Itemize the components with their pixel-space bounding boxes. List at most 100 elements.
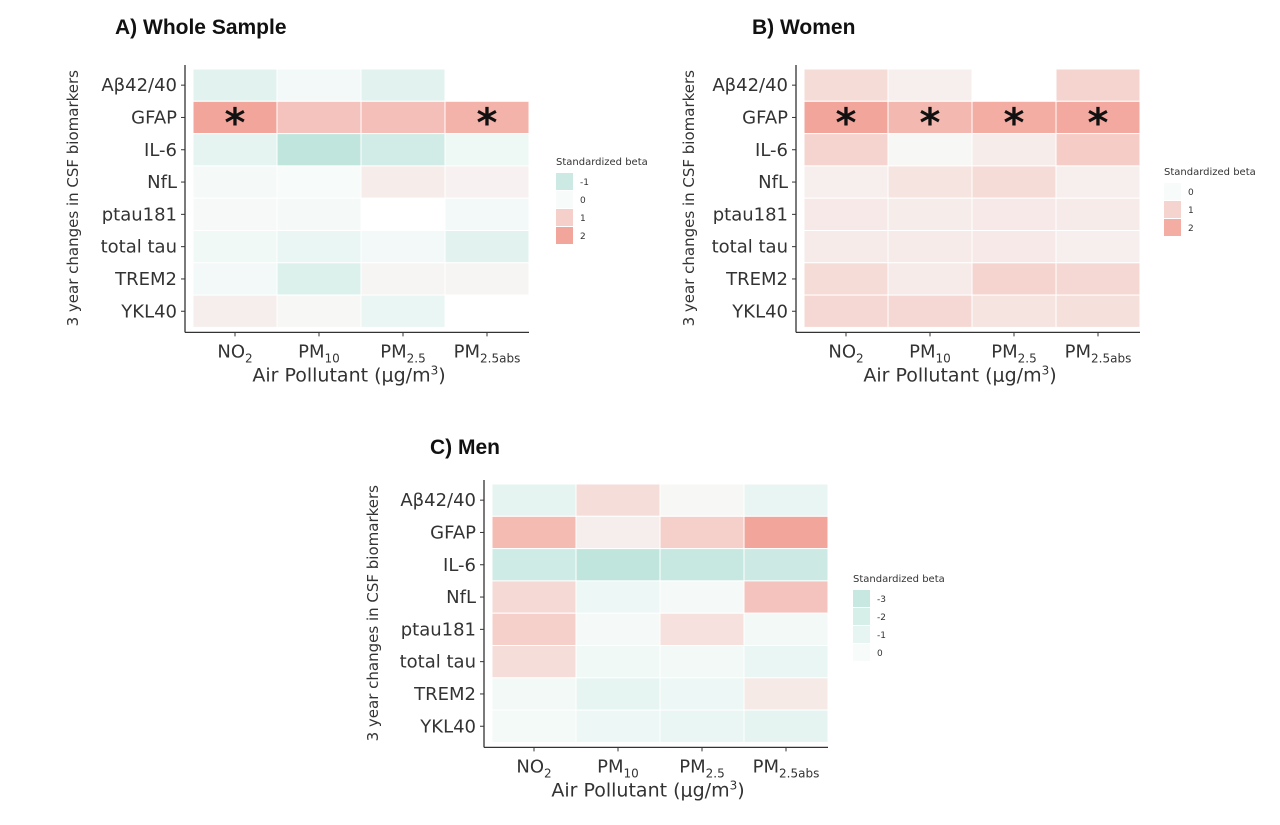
heatmap-cell — [1055, 100, 1141, 135]
significance-star: * — [836, 100, 857, 146]
legend-title: Standardized beta — [853, 574, 945, 585]
heatmap-cell — [803, 68, 889, 102]
heatmap-cell — [659, 645, 745, 679]
heatmap-cell — [887, 230, 973, 264]
x-tick-label: PM2.5 — [380, 341, 425, 365]
legend-swatch — [853, 644, 870, 661]
heatmap-cell — [575, 483, 661, 517]
heatmap-cell — [743, 515, 829, 550]
heatmap-cell — [575, 677, 661, 711]
x-tick-label: NO2 — [217, 341, 252, 365]
heatmap-cell — [444, 230, 530, 264]
y-axis-title: 3 year changes in CSF biomarkers — [680, 70, 698, 327]
panel-title: B) Women — [752, 16, 855, 39]
significance-star: * — [920, 100, 941, 146]
heatmap-cell — [491, 483, 577, 517]
y-tick-label: TREM2 — [413, 684, 476, 705]
panel-title: A) Whole Sample — [115, 16, 287, 39]
legend-label: -3 — [877, 595, 886, 605]
heatmap-cell — [360, 230, 446, 264]
heatmap-cell — [743, 645, 829, 679]
y-tick-label: total tau — [400, 652, 476, 673]
y-tick-label: TREM2 — [725, 269, 788, 290]
heatmap-cell — [360, 262, 446, 296]
heatmap-cell — [575, 645, 661, 679]
heatmap-cell — [575, 548, 661, 582]
heatmap-cell — [444, 294, 530, 328]
legend-swatch — [556, 209, 573, 226]
y-axis-title: 3 year changes in CSF biomarkers — [364, 485, 382, 742]
heatmap-cell — [575, 709, 661, 743]
legend-title: Standardized beta — [556, 157, 648, 168]
heatmap-cell — [444, 262, 530, 296]
significance-star: * — [1088, 100, 1109, 146]
x-tick-label: PM10 — [298, 341, 340, 365]
heatmap-cell — [971, 133, 1057, 167]
legend-label: 1 — [580, 214, 586, 224]
significance-star: * — [477, 100, 498, 146]
y-tick-label: Aβ42/40 — [712, 75, 788, 96]
legend-swatch — [556, 191, 573, 208]
heatmap-cell — [971, 262, 1057, 296]
heatmap-cell — [1055, 262, 1141, 296]
legend: Standardized beta -3 -2 -1 0 — [853, 574, 945, 661]
legend: Standardized beta -1 0 1 2 — [556, 157, 648, 244]
heatmap-cell — [971, 197, 1057, 231]
heatmap-cell — [1055, 197, 1141, 231]
heatmap-cell — [887, 133, 973, 167]
heatmap-cell — [1055, 68, 1141, 102]
heatmap-cell — [276, 165, 362, 199]
heatmap-cell — [971, 100, 1057, 135]
y-tick-label: NfL — [446, 587, 476, 608]
legend-swatch — [556, 227, 573, 244]
heatmap-cell — [743, 548, 829, 582]
heatmap-cell — [491, 580, 577, 614]
x-tick-label: PM10 — [909, 341, 951, 365]
heatmap-cell — [360, 294, 446, 328]
heatmap-cell — [1055, 294, 1141, 328]
heatmap-cell — [1055, 230, 1141, 264]
heatmap-cell — [1055, 133, 1141, 167]
x-tick-label: PM2.5abs — [454, 341, 521, 365]
heatmap-cell — [276, 262, 362, 296]
x-tick-label: PM2.5 — [991, 341, 1036, 365]
y-tick-label: total tau — [712, 237, 788, 258]
legend-swatch — [1164, 219, 1181, 236]
y-tick-label: YKL40 — [419, 716, 476, 737]
heatmap-cell — [444, 197, 530, 231]
heatmap-cell — [360, 197, 446, 231]
heatmap-cell — [743, 677, 829, 711]
y-tick-label: GFAP — [742, 107, 788, 128]
y-axis-title: 3 year changes in CSF biomarkers — [64, 70, 82, 327]
legend-label: -1 — [877, 631, 886, 641]
x-tick-label: PM2.5abs — [753, 756, 820, 780]
heatmap-cell — [192, 230, 278, 264]
heatmap-cell — [803, 230, 889, 264]
legend-swatch — [1164, 201, 1181, 218]
y-tick-label: ptau181 — [713, 204, 788, 225]
y-tick-label: GFAP — [430, 522, 476, 543]
heatmap-cell — [444, 68, 530, 102]
heatmap-cell — [276, 197, 362, 231]
x-tick-label: PM2.5 — [679, 756, 724, 780]
y-tick-label: IL-6 — [755, 140, 788, 161]
heatmap-cell — [659, 612, 745, 647]
significance-star: * — [1004, 100, 1025, 146]
legend-swatch — [1164, 183, 1181, 200]
heatmap-cell — [444, 165, 530, 199]
heatmap-cell — [659, 548, 745, 582]
y-tick-label: IL-6 — [144, 140, 177, 161]
heatmap-cell — [659, 677, 745, 711]
heatmap-cell — [192, 165, 278, 199]
y-tick-label: total tau — [101, 237, 177, 258]
heatmap-cell — [575, 612, 661, 647]
heatmap-cell — [971, 230, 1057, 264]
x-axis-title: Air Pollutant (μg/m3) — [863, 363, 1056, 386]
y-tick-label: ptau181 — [401, 619, 476, 640]
heatmap-cell — [276, 230, 362, 264]
heatmap-cell — [575, 580, 661, 614]
legend-swatch — [556, 173, 573, 190]
heatmap-cell — [360, 68, 446, 102]
y-tick-label: TREM2 — [114, 269, 177, 290]
